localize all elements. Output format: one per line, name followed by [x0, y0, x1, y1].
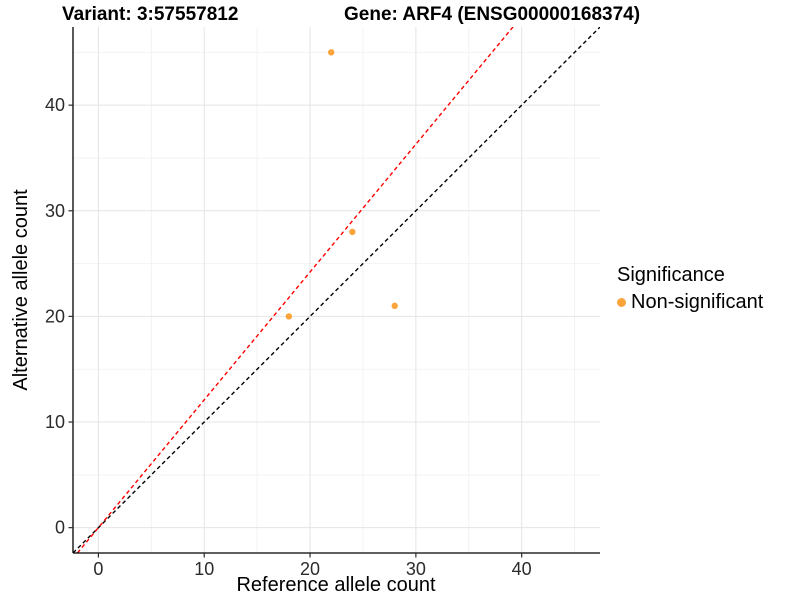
legend: Significance Non-significant: [617, 264, 763, 314]
x-tick-label: 0: [93, 559, 103, 579]
y-axis-label: Alternative allele count: [10, 189, 32, 391]
identity-line: [73, 27, 600, 553]
chart-layer: 0 10 20 30 40 0 10 20 30 40: [45, 27, 600, 579]
data-point: [391, 302, 398, 310]
x-axis-label: Reference allele count: [236, 574, 435, 596]
x-tick-label: 10: [194, 559, 214, 579]
data-point: [285, 313, 293, 320]
ratio-line: [76, 27, 514, 553]
plot-title-variant: Variant: 3:57557812: [62, 4, 239, 25]
data-point: [328, 49, 335, 56]
y-tick-label: 40: [45, 95, 65, 115]
y-tick-label: 0: [55, 518, 65, 538]
plot-title-gene: Gene: ARF4 (ENSG00000168374): [344, 4, 641, 25]
legend-title: Significance: [617, 264, 725, 286]
y-tick-label: 20: [45, 306, 65, 326]
legend-item-label: Non-significant: [631, 291, 764, 313]
x-tick-label: 20: [300, 559, 320, 579]
legend-key-dot: [617, 298, 626, 307]
reference-lines-layer: [73, 27, 600, 553]
legend-item: Non-significant: [617, 291, 763, 314]
data-point: [349, 228, 356, 236]
y-tick-label: 10: [45, 412, 65, 432]
y-tick-label: 30: [45, 201, 65, 221]
x-tick-label: 40: [512, 559, 532, 579]
x-tick-label: 30: [406, 559, 426, 579]
